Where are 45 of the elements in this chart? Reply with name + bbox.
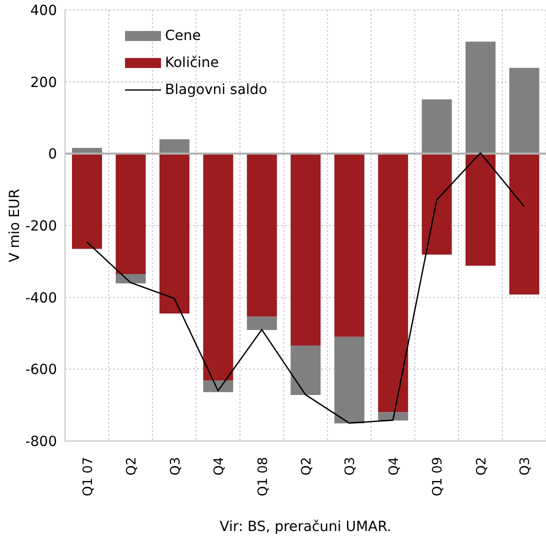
x-tick-label: Q3 — [518, 457, 534, 476]
bar — [290, 345, 321, 396]
bar — [466, 42, 496, 154]
legend-label: Blagovni saldo — [165, 82, 268, 98]
y-tick-label: -400 — [25, 290, 57, 306]
y-tick-label: -800 — [25, 434, 57, 450]
x-tick-label: Q1 09 — [430, 457, 446, 496]
x-tick-label: Q4 — [212, 457, 228, 476]
bar — [203, 380, 234, 392]
bar — [72, 154, 102, 249]
x-tick-label: Q3 — [168, 457, 184, 476]
bar — [116, 274, 146, 284]
x-tick-label: Q2 — [300, 457, 314, 476]
text: Vir: BS, preračuni UMAR. — [218, 519, 392, 535]
y-tick-label: 0 — [48, 146, 57, 163]
x-tick-label: Q2 — [124, 457, 140, 476]
bar — [159, 139, 190, 154]
bar — [290, 154, 321, 346]
y-axis-title: V mio EUR — [6, 188, 23, 262]
legend-label: Cene — [165, 28, 201, 44]
bar — [334, 336, 364, 424]
bar — [509, 154, 540, 294]
bar — [116, 154, 146, 274]
x-tick-label: Q2 — [474, 457, 490, 476]
y-tick-label: -600 — [25, 362, 57, 378]
x-tick-label: Q3 — [343, 457, 358, 476]
y-tick-label: -200 — [25, 218, 57, 234]
bar — [422, 99, 452, 154]
bar — [334, 154, 364, 337]
bar — [422, 154, 452, 255]
bar — [466, 154, 496, 266]
bar — [246, 316, 277, 330]
bar — [159, 154, 190, 314]
y-tick-label: 200 — [30, 74, 57, 91]
bar — [509, 68, 540, 154]
x-tick-label: Q1 07 — [80, 457, 96, 496]
bar — [246, 154, 277, 317]
y-tick-label: 400 — [30, 2, 57, 19]
line-series — [86, 152, 525, 424]
bar — [378, 412, 408, 421]
x-tick-label: Q1 08 — [256, 457, 271, 496]
legend-label: Količine — [165, 54, 219, 70]
bar — [203, 154, 234, 381]
x-tick-label: Q4 — [386, 457, 402, 476]
bar — [378, 154, 408, 412]
